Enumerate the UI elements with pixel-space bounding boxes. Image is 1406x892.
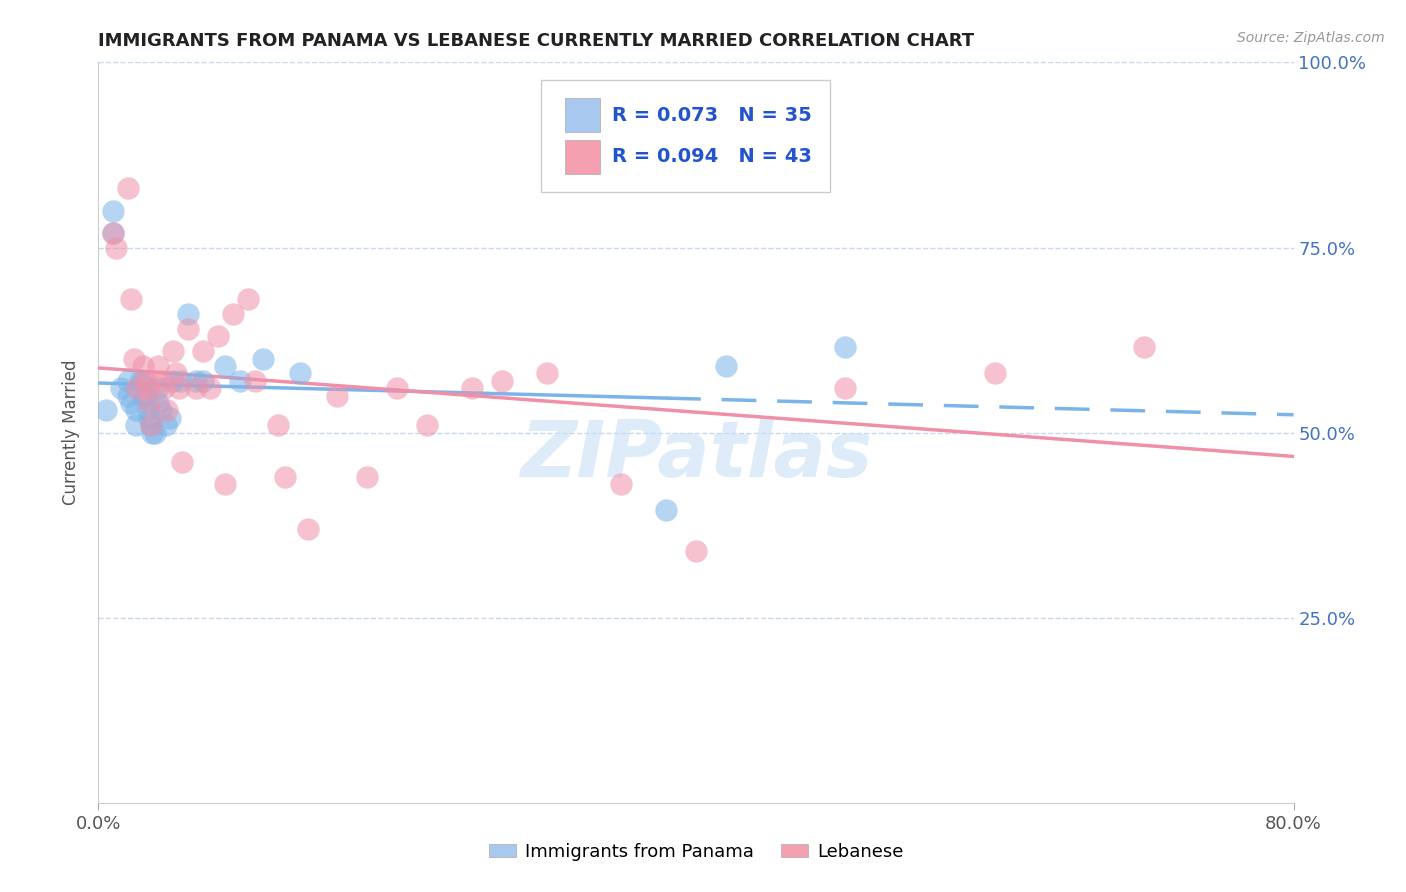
Point [229, 374, 252, 388]
Point [461, 381, 484, 395]
Point [685, 544, 707, 558]
Text: ZIPatlas: ZIPatlas [520, 417, 872, 493]
Point [153, 381, 176, 395]
Point [143, 425, 166, 440]
Point [129, 374, 152, 388]
Legend: Immigrants from Panama, Lebanese: Immigrants from Panama, Lebanese [481, 836, 911, 868]
Point [127, 381, 149, 395]
Point [150, 374, 173, 388]
Point [125, 403, 148, 417]
Point [117, 388, 139, 402]
Text: Source: ZipAtlas.com: Source: ZipAtlas.com [1237, 31, 1385, 45]
Point [177, 322, 200, 336]
Point [103, 226, 125, 240]
Point [155, 418, 177, 433]
Point [120, 293, 142, 307]
Point [141, 425, 163, 440]
Point [222, 307, 245, 321]
Point [191, 374, 214, 388]
Point [156, 403, 179, 417]
Point [184, 374, 207, 388]
Point [172, 455, 194, 469]
Point [132, 374, 155, 388]
Point [191, 344, 214, 359]
Point [110, 381, 132, 395]
Point [385, 381, 409, 395]
Point [714, 359, 737, 373]
Point [132, 388, 155, 402]
Point [136, 381, 159, 395]
Point [138, 410, 160, 425]
Point [150, 403, 173, 417]
Point [139, 418, 162, 433]
Point [124, 351, 146, 366]
Point [132, 359, 155, 373]
Point [159, 410, 181, 425]
Point [169, 374, 191, 388]
Point [94, 403, 117, 417]
Point [117, 181, 139, 195]
Point [105, 240, 128, 255]
Point [326, 388, 349, 402]
Point [984, 367, 1007, 381]
Point [184, 381, 207, 395]
Point [610, 477, 633, 491]
Point [297, 522, 319, 536]
Point [148, 359, 170, 373]
Point [138, 396, 160, 410]
Y-axis label: Currently Married: Currently Married [62, 359, 80, 506]
Point [1133, 341, 1156, 355]
Point [655, 503, 678, 517]
Point [165, 367, 187, 381]
Point [120, 396, 142, 410]
Point [536, 367, 558, 381]
Point [200, 381, 222, 395]
Point [214, 477, 236, 491]
Point [103, 226, 125, 240]
Point [148, 396, 170, 410]
Point [252, 351, 274, 366]
Point [267, 418, 290, 433]
Point [167, 381, 190, 395]
Text: IMMIGRANTS FROM PANAMA VS LEBANESE CURRENTLY MARRIED CORRELATION CHART: IMMIGRANTS FROM PANAMA VS LEBANESE CURRE… [98, 32, 974, 50]
Point [207, 329, 229, 343]
Point [416, 418, 439, 433]
Point [356, 470, 378, 484]
Point [491, 374, 513, 388]
Point [288, 367, 311, 381]
Point [125, 418, 148, 433]
Text: R = 0.094   N = 43: R = 0.094 N = 43 [612, 147, 811, 167]
Point [245, 374, 267, 388]
Point [117, 374, 139, 388]
Point [162, 374, 184, 388]
Point [177, 307, 200, 321]
Point [834, 381, 856, 395]
Point [834, 341, 856, 355]
Point [139, 418, 162, 433]
Point [148, 381, 170, 395]
Point [162, 344, 184, 359]
Point [136, 403, 159, 417]
Point [236, 293, 259, 307]
Point [274, 470, 297, 484]
Text: R = 0.073   N = 35: R = 0.073 N = 35 [612, 105, 811, 125]
Point [103, 203, 125, 218]
Point [135, 374, 157, 388]
Point [214, 359, 236, 373]
Point [135, 388, 157, 402]
